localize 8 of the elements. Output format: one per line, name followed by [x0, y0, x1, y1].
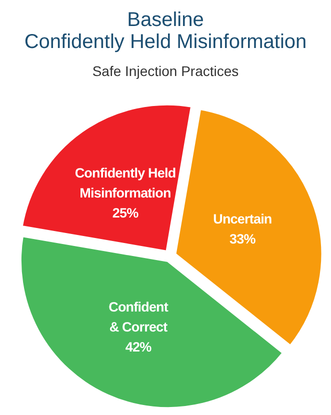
slice-label: Confident & Correct — [108, 300, 169, 335]
chart-title: Baseline Confidently Held Misinformation — [24, 9, 307, 53]
data-label: 25% — [112, 206, 139, 221]
slice-label: Uncertain — [213, 211, 272, 226]
slice-label: Confidently Held Misinformation — [74, 166, 176, 201]
data-label: 33% — [230, 231, 256, 246]
chart-subtitle: Safe Injection Practices — [92, 63, 239, 79]
data-label: 42% — [125, 340, 152, 355]
